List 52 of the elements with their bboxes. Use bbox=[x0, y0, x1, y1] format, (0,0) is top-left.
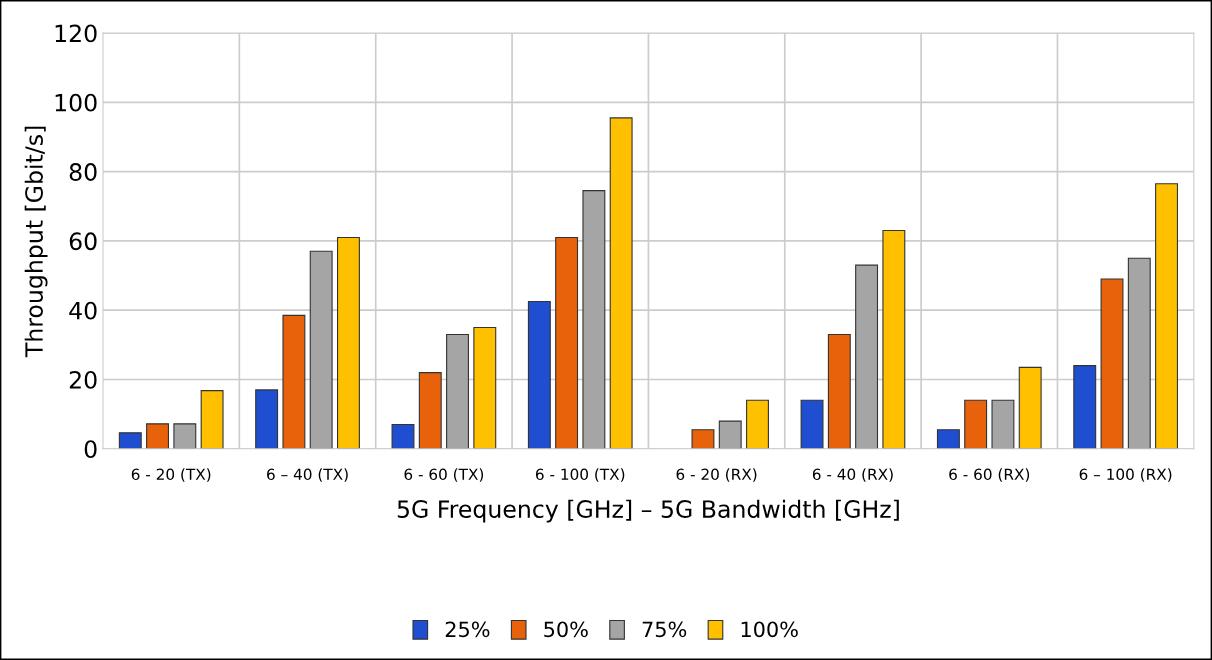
y-tick-label: 80 bbox=[69, 163, 97, 181]
bar bbox=[418, 372, 442, 449]
bar bbox=[936, 429, 960, 449]
y-tick-label: 100 bbox=[55, 93, 97, 112]
y-tick-label: 20 bbox=[69, 370, 97, 389]
bar bbox=[691, 429, 715, 449]
bar bbox=[146, 423, 170, 449]
y-tick-label: 60 bbox=[69, 232, 97, 251]
y-axis-title: Throughput [Gbit/s] bbox=[24, 126, 48, 358]
x-tick-label: 6 – 40 (TX) bbox=[267, 468, 348, 482]
bar bbox=[200, 390, 224, 449]
x-tick-label: 6 - 40 (RX) bbox=[812, 468, 893, 482]
legend-label: 25% bbox=[445, 621, 490, 638]
bar bbox=[991, 399, 1015, 449]
bar bbox=[964, 399, 988, 449]
bar bbox=[882, 229, 906, 449]
x-tick-label: 6 - 100 (TX) bbox=[535, 468, 625, 482]
bar bbox=[1155, 183, 1179, 449]
bar bbox=[855, 264, 879, 449]
bar bbox=[1018, 366, 1042, 449]
x-tick-label: 6 - 20 (TX) bbox=[131, 468, 211, 482]
x-tick-label: 6 - 60 (TX) bbox=[404, 468, 484, 482]
y-tick-label: 0 bbox=[84, 440, 97, 459]
bar bbox=[118, 432, 142, 449]
bar bbox=[173, 423, 197, 449]
bar bbox=[827, 333, 851, 449]
bar bbox=[1073, 365, 1097, 449]
x-tick-label: 6 - 20 (RX) bbox=[676, 468, 757, 482]
bar bbox=[282, 314, 306, 449]
y-tick-label: 120 bbox=[55, 24, 97, 43]
bar bbox=[255, 389, 279, 449]
bar bbox=[473, 326, 497, 449]
x-tick-label: 6 – 100 (RX) bbox=[1079, 468, 1172, 482]
legend-label: 100% bbox=[741, 621, 798, 638]
bar bbox=[718, 420, 742, 449]
bar bbox=[800, 399, 824, 449]
bar bbox=[391, 423, 415, 449]
legend-label: 75% bbox=[642, 621, 687, 638]
bar bbox=[446, 333, 469, 449]
bar bbox=[1100, 278, 1124, 449]
bar bbox=[582, 190, 606, 449]
bar bbox=[609, 117, 633, 449]
bar bbox=[309, 250, 333, 449]
x-tick-label: 6 - 60 (RX) bbox=[949, 468, 1030, 482]
bar bbox=[555, 236, 579, 449]
bar bbox=[336, 236, 360, 449]
bar bbox=[1127, 257, 1151, 449]
bar bbox=[746, 399, 769, 449]
y-tick-label: 40 bbox=[69, 301, 97, 320]
x-axis-title: 5G Frequency [GHz] – 5G Bandwidth [GHz] bbox=[397, 499, 899, 523]
legend-label: 50% bbox=[544, 621, 588, 638]
bar bbox=[527, 300, 551, 449]
